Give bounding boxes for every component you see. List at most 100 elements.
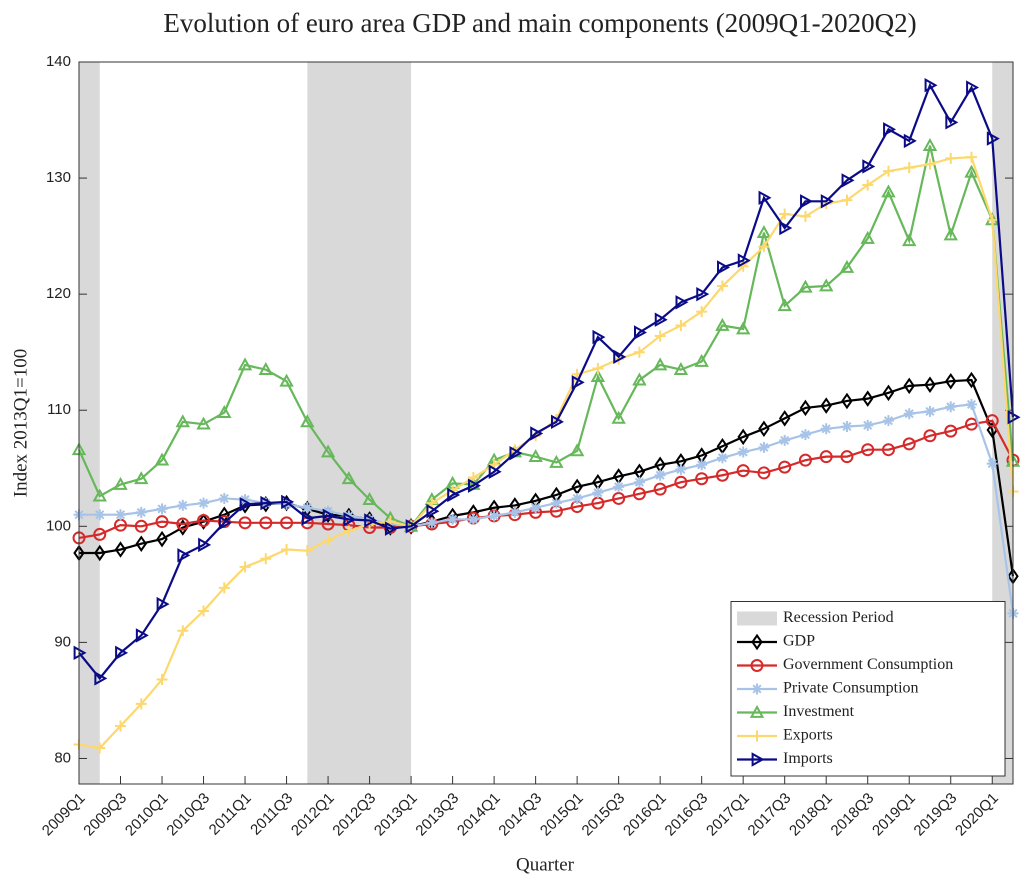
marker xyxy=(134,519,148,533)
marker xyxy=(300,414,315,428)
marker xyxy=(820,397,832,414)
marker xyxy=(612,491,626,505)
marker xyxy=(426,504,440,519)
marker xyxy=(778,460,792,474)
marker xyxy=(675,319,687,331)
marker xyxy=(613,481,625,493)
y-tick-label: 140 xyxy=(46,53,71,70)
marker xyxy=(819,278,834,292)
marker xyxy=(260,553,272,565)
marker xyxy=(715,468,729,482)
marker xyxy=(177,499,189,511)
marker xyxy=(716,280,728,292)
marker xyxy=(426,497,438,509)
marker xyxy=(592,329,606,345)
marker xyxy=(218,582,230,594)
marker xyxy=(301,502,313,514)
marker xyxy=(237,357,253,371)
marker xyxy=(260,495,274,511)
marker xyxy=(633,346,645,358)
marker xyxy=(757,466,771,480)
marker xyxy=(239,494,251,506)
marker xyxy=(652,357,668,371)
marker xyxy=(94,742,106,754)
marker xyxy=(94,544,106,562)
marker xyxy=(654,469,666,481)
marker xyxy=(73,645,87,661)
marker xyxy=(198,605,210,617)
x-tick-label: 2009Q3 xyxy=(80,790,130,840)
marker xyxy=(779,434,791,446)
x-tick-label: 2010Q3 xyxy=(163,790,213,840)
x-tick-label: 2016Q1 xyxy=(620,790,670,840)
marker xyxy=(301,545,313,557)
marker xyxy=(447,513,459,525)
marker xyxy=(861,390,874,407)
x-tick-label: 2009Q1 xyxy=(39,790,89,840)
marker xyxy=(749,704,765,718)
marker xyxy=(696,286,710,302)
marker xyxy=(694,353,709,367)
marker xyxy=(571,375,585,390)
series-line xyxy=(77,145,1015,528)
marker xyxy=(135,535,147,552)
marker xyxy=(882,384,895,402)
marker xyxy=(115,645,129,661)
marker xyxy=(94,671,108,686)
marker xyxy=(966,80,980,95)
marker xyxy=(654,330,666,342)
marker xyxy=(964,417,978,431)
marker xyxy=(923,429,937,443)
marker xyxy=(840,450,854,464)
x-tick-label: 2013Q1 xyxy=(371,790,421,840)
marker xyxy=(322,505,334,517)
marker xyxy=(632,372,647,386)
marker xyxy=(924,405,936,417)
y-tick-label: 100 xyxy=(46,517,71,534)
marker xyxy=(322,508,336,524)
marker xyxy=(696,459,708,471)
marker xyxy=(113,476,128,490)
marker xyxy=(633,476,645,488)
marker xyxy=(751,683,763,695)
x-tick-label: 2018Q1 xyxy=(786,790,836,840)
marker xyxy=(530,502,542,514)
marker xyxy=(945,152,957,164)
x-tick-label: 2020Q1 xyxy=(952,790,1002,840)
marker xyxy=(862,179,874,191)
marker xyxy=(862,419,874,431)
marker xyxy=(239,561,251,573)
marker xyxy=(777,298,792,312)
marker xyxy=(632,487,646,501)
marker xyxy=(798,453,812,467)
marker xyxy=(737,253,751,268)
marker xyxy=(965,398,977,410)
marker xyxy=(881,184,896,198)
series-line xyxy=(79,403,1015,614)
marker xyxy=(613,349,627,365)
marker xyxy=(799,210,811,222)
marker xyxy=(156,530,168,548)
marker xyxy=(715,317,730,331)
marker xyxy=(92,488,107,502)
marker xyxy=(258,362,273,376)
marker xyxy=(156,674,168,686)
marker xyxy=(758,190,772,206)
marker xyxy=(488,510,500,522)
marker xyxy=(279,373,294,387)
marker xyxy=(320,444,336,458)
marker xyxy=(924,158,936,170)
x-tick-label: 2013Q3 xyxy=(412,790,462,840)
marker xyxy=(883,122,897,137)
x-tick-label: 2015Q1 xyxy=(537,790,587,840)
marker xyxy=(902,233,917,247)
x-tick-label: 2012Q1 xyxy=(288,790,338,840)
marker xyxy=(177,548,191,563)
marker xyxy=(154,452,170,466)
marker xyxy=(751,633,763,651)
y-tick-label: 120 xyxy=(46,285,71,302)
marker xyxy=(114,541,127,558)
marker xyxy=(549,454,564,468)
marker xyxy=(881,443,895,457)
marker xyxy=(467,513,479,525)
